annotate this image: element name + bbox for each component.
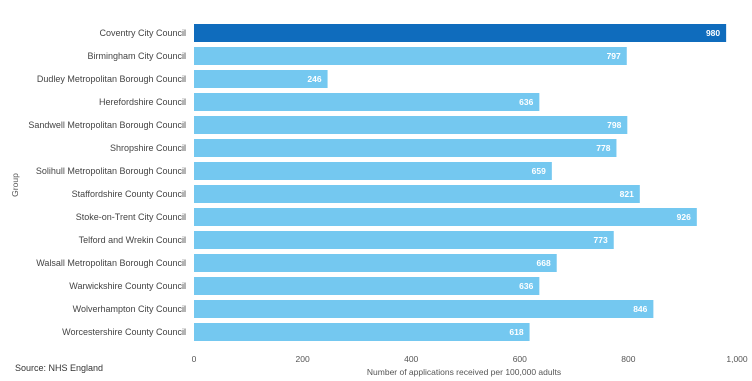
x-axis-title: Number of applications received per 100,… <box>367 367 561 377</box>
x-tick-label: 1,000 <box>726 354 748 364</box>
bar <box>194 70 328 88</box>
data-label: 246 <box>307 74 321 84</box>
category-label: Birmingham City Council <box>87 51 186 61</box>
category-label: Dudley Metropolitan Borough Council <box>37 74 186 84</box>
bar <box>194 139 617 157</box>
category-label: Telford and Wrekin Council <box>79 235 186 245</box>
data-label: 798 <box>607 120 621 130</box>
bar <box>194 93 540 111</box>
category-label: Staffordshire County Council <box>72 189 186 199</box>
x-axis-ticks: 0 200 400 600 800 1,000 <box>192 354 748 364</box>
data-label: 926 <box>677 212 691 222</box>
data-labels: 980 797 246 636 798 778 659 821 926 773 668 636 846 6… <box>307 28 720 337</box>
category-label: Herefordshire Council <box>99 97 186 107</box>
bar <box>194 300 654 318</box>
data-label: 659 <box>532 166 546 176</box>
bar <box>194 47 627 65</box>
data-label: 668 <box>537 258 551 268</box>
data-label: 636 <box>519 281 533 291</box>
category-label: Solihull Metropolitan Borough Council <box>36 166 186 176</box>
category-label: Warwickshire County Council <box>69 281 186 291</box>
data-label: 636 <box>519 97 533 107</box>
x-tick-label: 600 <box>513 354 527 364</box>
data-label: 846 <box>633 304 647 314</box>
category-label: Worcestershire County Council <box>62 327 186 337</box>
x-tick-label: 0 <box>192 354 197 364</box>
bar <box>194 231 614 249</box>
data-label: 797 <box>607 51 621 61</box>
data-label: 778 <box>596 143 610 153</box>
bar <box>194 116 628 134</box>
data-label: 980 <box>706 28 720 38</box>
data-label: 773 <box>594 235 608 245</box>
bar <box>194 254 557 272</box>
bar <box>194 323 530 341</box>
bar <box>194 24 727 42</box>
y-axis-title: Group <box>10 173 20 197</box>
category-labels: Coventry City Council Birmingham City Cou… <box>28 28 186 337</box>
x-tick-label: 200 <box>296 354 310 364</box>
bar <box>194 185 640 203</box>
data-label: 821 <box>620 189 634 199</box>
category-label: Walsall Metropolitan Borough Council <box>36 258 186 268</box>
bars <box>194 24 727 341</box>
category-label: Wolverhampton City Council <box>73 304 186 314</box>
source-note: Source: NHS England <box>15 363 104 373</box>
x-tick-label: 400 <box>404 354 418 364</box>
bar <box>194 277 540 295</box>
bar <box>194 162 552 180</box>
bar <box>194 208 697 226</box>
category-label: Coventry City Council <box>99 28 186 38</box>
category-label: Stoke-on-Trent City Council <box>76 212 186 222</box>
category-label: Sandwell Metropolitan Borough Council <box>28 120 186 130</box>
data-label: 618 <box>509 327 523 337</box>
category-label: Shropshire Council <box>110 143 186 153</box>
x-tick-label: 800 <box>621 354 635 364</box>
